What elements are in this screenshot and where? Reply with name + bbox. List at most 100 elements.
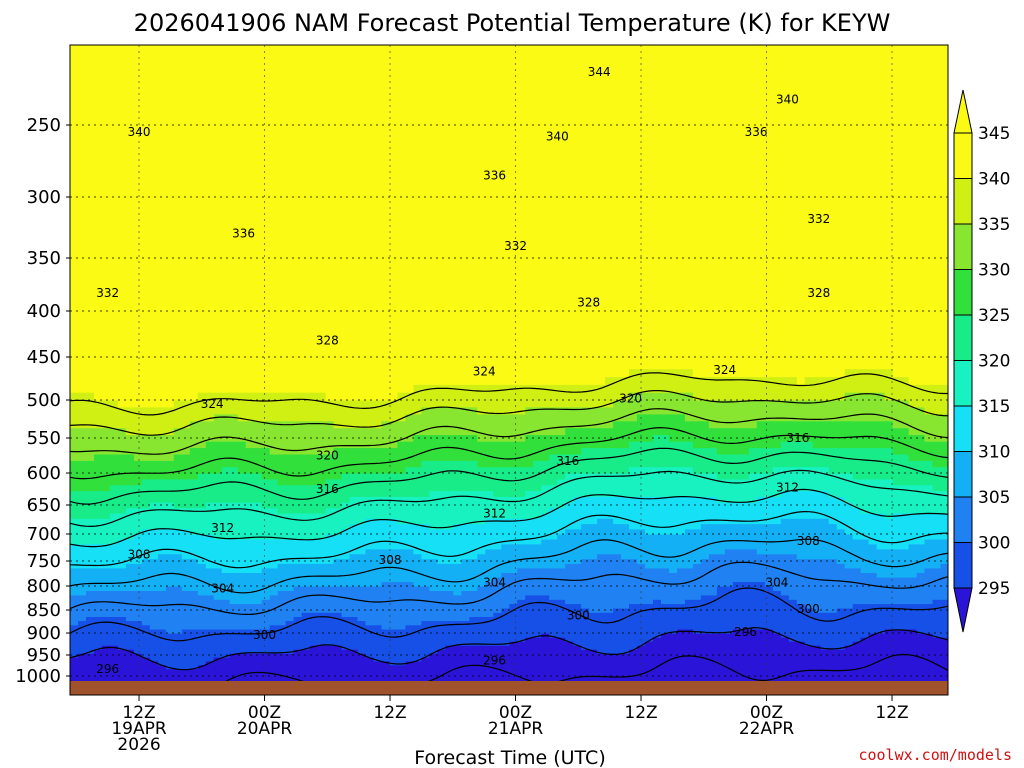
theta-band-cell bbox=[70, 361, 948, 370]
contour-label: 336 bbox=[483, 168, 506, 182]
theta-band-cell bbox=[565, 428, 910, 436]
theta-band-cell bbox=[637, 559, 702, 565]
theta-band-cell bbox=[70, 513, 111, 520]
contour-label-group: 312 bbox=[776, 481, 799, 495]
theta-band-cell bbox=[261, 568, 518, 574]
theta-band-cell bbox=[205, 563, 279, 570]
contour-label-group: 324 bbox=[201, 397, 224, 411]
theta-band-cell bbox=[860, 637, 948, 643]
theta-band-cell bbox=[70, 586, 167, 592]
theta-band-cell bbox=[788, 595, 948, 601]
contour-label-group: 308 bbox=[379, 553, 402, 567]
theta-band-cell bbox=[213, 414, 239, 422]
theta-band-cell bbox=[70, 369, 630, 378]
contour-label: 332 bbox=[807, 212, 830, 226]
theta-band-cell bbox=[804, 604, 854, 610]
y-tick-label: 950 bbox=[27, 645, 61, 666]
contour-label-group: 300 bbox=[797, 602, 820, 616]
theta-band-cell bbox=[70, 529, 143, 536]
theta-band-cell bbox=[828, 491, 948, 498]
theta-band-cell bbox=[157, 661, 207, 666]
theta-band-cell bbox=[70, 428, 127, 436]
theta-band-cell bbox=[549, 508, 862, 515]
theta-band-cell bbox=[70, 508, 127, 515]
theta-band-cell bbox=[365, 621, 422, 626]
theta-band-cell bbox=[70, 680, 948, 681]
theta-band-cell bbox=[812, 608, 838, 614]
theta-band-cell bbox=[70, 672, 948, 678]
theta-band-cell bbox=[772, 586, 948, 592]
colorbar-swatch bbox=[953, 451, 973, 498]
theta-band-cell bbox=[780, 591, 948, 596]
theta-band-cell bbox=[892, 369, 948, 378]
y-axis-ticks: 2503003504004505005506006507007508008509… bbox=[15, 115, 70, 687]
theta-band-cell bbox=[844, 645, 948, 651]
theta-band-cell bbox=[501, 573, 878, 579]
contour-label-group: 332 bbox=[504, 239, 527, 253]
theta-band-cell bbox=[780, 633, 870, 639]
contour-label: 324 bbox=[473, 365, 496, 379]
contour-label: 320 bbox=[316, 449, 339, 463]
theta-band-cell bbox=[908, 544, 948, 550]
theta-band-cell bbox=[517, 568, 670, 574]
colorbar-swatch bbox=[953, 542, 973, 589]
theta-band-cell bbox=[485, 582, 734, 588]
theta-band-cell bbox=[413, 549, 486, 555]
theta-band-cell bbox=[421, 554, 478, 560]
theta-band-cell bbox=[70, 319, 948, 329]
theta-band-cell bbox=[333, 421, 383, 429]
theta-band-cell bbox=[221, 568, 263, 574]
colorbar-label: 335 bbox=[978, 215, 1010, 235]
isentrope-320 bbox=[70, 488, 948, 548]
contour-label: 308 bbox=[128, 548, 151, 562]
contour-label: 296 bbox=[96, 662, 119, 676]
theta-band-cell bbox=[437, 649, 598, 655]
theta-band-cell bbox=[237, 467, 406, 475]
contour-label-group: 336 bbox=[745, 125, 768, 139]
x-tick-label: 12Z bbox=[373, 703, 406, 723]
isentrope-344 bbox=[70, 372, 948, 416]
theta-band-cell bbox=[70, 158, 948, 172]
contour-label: 340 bbox=[128, 125, 151, 139]
theta-band-cell bbox=[349, 496, 574, 504]
theta-band-cell bbox=[493, 577, 948, 583]
theta-band-cell bbox=[876, 573, 918, 579]
theta-band-cell bbox=[70, 496, 351, 504]
theta-band-cell bbox=[70, 621, 79, 626]
theta-band-cell bbox=[197, 392, 327, 402]
chart-title: 2026041906 NAM Forecast Potential Temper… bbox=[134, 9, 891, 37]
theta-band-cell bbox=[70, 577, 494, 583]
theta-band-cell bbox=[581, 559, 638, 565]
theta-band-cell bbox=[429, 524, 454, 530]
contour-label-group: 340 bbox=[776, 92, 799, 106]
theta-band-cell bbox=[940, 563, 948, 570]
contour-label: 324 bbox=[713, 363, 736, 377]
theta-band-cell bbox=[70, 353, 948, 362]
theta-band-cell bbox=[613, 608, 814, 614]
contour-label-group: 316 bbox=[786, 431, 809, 445]
theta-band-cell bbox=[141, 559, 199, 565]
theta-band-cell bbox=[844, 392, 886, 402]
theta-band-cell bbox=[181, 586, 295, 592]
theta-band-cell bbox=[549, 454, 910, 462]
contour-label-group: 296 bbox=[483, 653, 506, 667]
y-tick-label: 300 bbox=[27, 187, 61, 208]
theta-band-cell bbox=[78, 653, 143, 659]
contour-label: 340 bbox=[546, 130, 569, 144]
contour-label: 324 bbox=[201, 397, 224, 411]
theta-band-cell bbox=[908, 428, 948, 436]
theta-band-cell bbox=[70, 608, 502, 614]
contour-label: 308 bbox=[797, 534, 820, 548]
theta-band-cell bbox=[70, 88, 948, 104]
theta-band-cell bbox=[828, 518, 948, 525]
theta-band-cell bbox=[269, 595, 526, 601]
theta-band-cell bbox=[165, 665, 199, 670]
theta-band-cell bbox=[70, 328, 948, 338]
theta-band-cell bbox=[70, 485, 111, 492]
contour-label-group: 340 bbox=[546, 130, 569, 144]
theta-band-cell bbox=[820, 645, 846, 651]
theta-band-cell bbox=[405, 625, 948, 631]
colorbar-swatch bbox=[953, 314, 973, 361]
theta-band-cell bbox=[70, 392, 95, 402]
